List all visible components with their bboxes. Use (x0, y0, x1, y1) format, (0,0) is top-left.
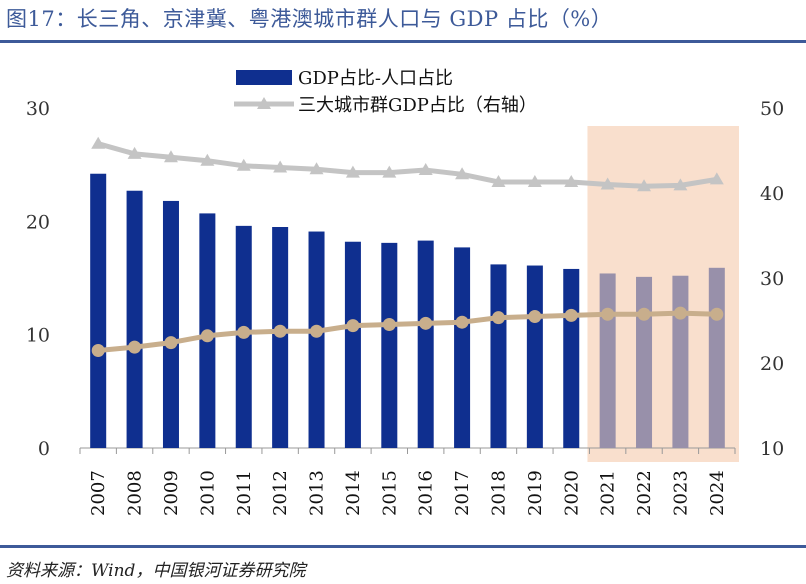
x-axis-tick-label: 2013 (307, 470, 328, 516)
legend-label: 三大城市群GDP占比（右轴） (298, 95, 537, 116)
left-axis-tick-label: 0 (38, 438, 50, 460)
x-axis-tick-label: 2018 (488, 470, 509, 516)
triangle-point-2011 (236, 158, 251, 171)
bar-2013 (308, 231, 325, 448)
circle-point-2019 (528, 310, 542, 324)
bar-2009 (162, 200, 179, 448)
triangle-point-2020 (564, 174, 579, 187)
title-rule (0, 40, 806, 43)
circle-point-2013 (310, 324, 324, 338)
x-axis-tick-label: 2009 (161, 470, 182, 516)
bar-2023 (672, 275, 689, 448)
legend-triangle-marker (257, 97, 271, 109)
circle-point-2011 (237, 325, 251, 339)
x-axis-tick-label: 2008 (125, 470, 146, 516)
right-axis-tick-label: 40 (760, 183, 784, 205)
bar-2014 (344, 241, 361, 448)
x-axis-tick-label: 2017 (452, 470, 473, 516)
triangle-point-2010 (200, 153, 215, 166)
circle-point-2010 (200, 329, 214, 343)
circle-point-2020 (564, 308, 578, 322)
x-axis-tick-label: 2014 (343, 470, 364, 516)
x-axis-tick-label: 2011 (234, 470, 255, 516)
right-axis-tick-label: 10 (760, 438, 784, 460)
x-axis-tick-label: 2019 (525, 470, 546, 516)
triangle-point-2007 (91, 136, 106, 149)
bar-2008 (126, 190, 143, 448)
triangle-point-2023 (673, 178, 688, 191)
x-axis-tick-label: 2021 (598, 470, 619, 516)
source-note: 资料来源：Wind，中国银河证券研究院 (6, 561, 306, 581)
right-axis-line-series (97, 141, 718, 189)
bar-2018 (490, 264, 507, 448)
x-axis-tick-label: 2023 (670, 470, 691, 516)
circle-point-2012 (273, 324, 287, 338)
circle-point-2022 (637, 307, 651, 321)
x-axis-tick-label: 2020 (561, 470, 582, 516)
triangle-point-2024 (709, 172, 724, 185)
triangle-point-2018 (491, 174, 506, 187)
left-axis-tick-label: 20 (26, 211, 50, 233)
circle-point-2023 (673, 306, 687, 320)
triangle-point-2013 (309, 162, 324, 175)
right-axis-tick-label: 50 (760, 98, 784, 120)
triangle-point-2009 (163, 150, 178, 163)
circle-point-2021 (601, 307, 615, 321)
triangle-point-2015 (382, 165, 397, 178)
circle-point-2008 (128, 340, 142, 354)
bar-2021 (599, 273, 616, 448)
bar-2019 (526, 265, 543, 448)
source-rule (0, 545, 806, 548)
x-axis-tick-label: 2007 (88, 470, 109, 516)
bar-2015 (381, 242, 398, 448)
circle-point-2016 (419, 316, 433, 330)
circle-point-2015 (382, 317, 396, 331)
bar-2017 (454, 247, 471, 448)
circle-point-2007 (91, 344, 105, 358)
triangle-point-2021 (600, 177, 615, 190)
left-axis-tick-label: 30 (26, 98, 50, 120)
triangle-point-2012 (273, 160, 288, 173)
triangle-point-2022 (637, 179, 652, 192)
legend-label: GDP占比-人口占比 (298, 68, 453, 89)
bar-2016 (417, 240, 434, 448)
x-axis-tick-label: 2010 (197, 470, 218, 516)
x-axis-tick-label: 2012 (270, 470, 291, 516)
triangle-point-2008 (127, 146, 142, 159)
x-axis-tick-label: 2015 (379, 470, 400, 516)
circle-point-2018 (491, 311, 505, 325)
bar-2020 (563, 268, 580, 448)
triangle-point-2016 (418, 163, 433, 176)
right-axis-tick-label: 20 (760, 353, 784, 375)
circle-point-2014 (346, 319, 360, 333)
circle-point-2024 (710, 307, 724, 321)
circle-point-2017 (455, 315, 469, 329)
triangle-point-2019 (527, 174, 542, 187)
x-axis-tick-label: 2024 (707, 470, 728, 516)
x-axis-tick-label: 2016 (416, 470, 437, 516)
chart-title: 图17：长三角、京津冀、粤港澳城市群人口与 GDP 占比（%） (6, 7, 613, 31)
triangle-point-2017 (455, 167, 470, 180)
left-axis-tick-label: 10 (26, 325, 50, 347)
chart-area: 0 10 20 30 10 20 30 40 50 2007 2008 2009 2010 2011 201… (26, 68, 784, 516)
triangle-point-2014 (345, 165, 360, 178)
legend-bar-swatch (236, 70, 292, 85)
x-axis-tick-label: 2022 (634, 470, 655, 516)
bar-2022 (636, 276, 653, 448)
right-axis-tick-label: 30 (760, 268, 784, 290)
circle-point-2009 (164, 336, 178, 350)
bar-2007 (90, 173, 107, 448)
bar-2024 (708, 267, 725, 448)
